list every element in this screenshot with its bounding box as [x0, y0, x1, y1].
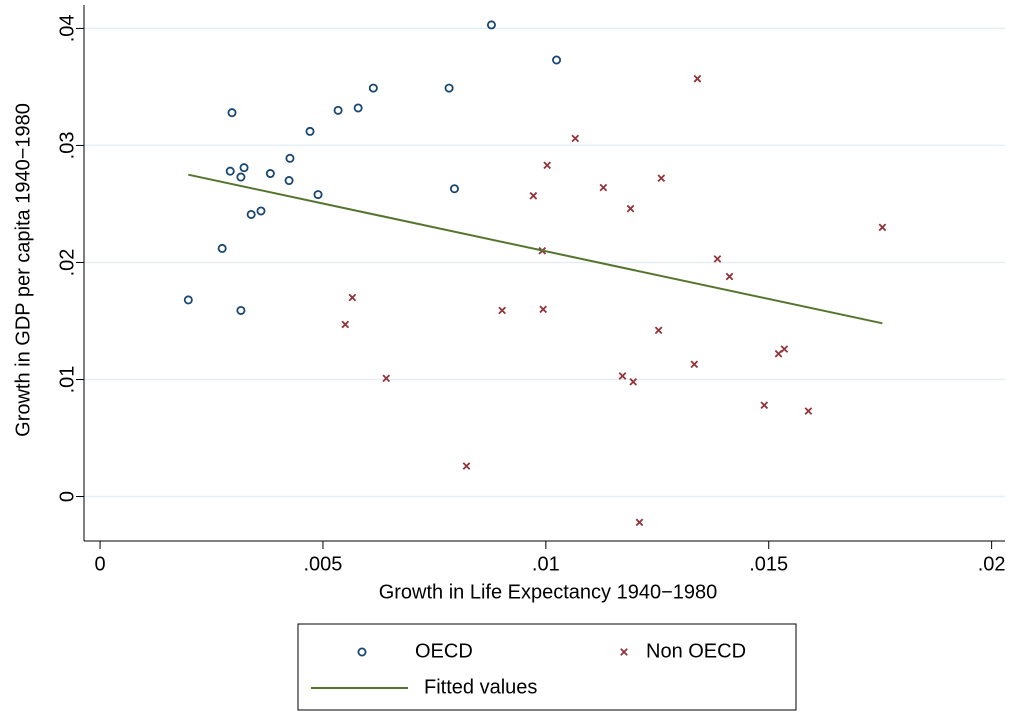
legend-marker	[620, 648, 628, 656]
point	[804, 407, 813, 415]
point	[256, 206, 266, 216]
point	[183, 295, 193, 305]
point	[654, 326, 663, 335]
point	[236, 305, 246, 315]
y-tick-label: .02	[56, 249, 78, 277]
x-axis-title: Growth in Life Expectancy 1940−1980	[379, 581, 718, 603]
point	[713, 255, 722, 263]
x-tick-label: .01	[532, 553, 560, 575]
point	[227, 108, 237, 118]
point	[341, 320, 350, 329]
point	[236, 172, 246, 182]
point	[657, 174, 666, 183]
y-tick-label: .01	[56, 366, 78, 394]
point	[635, 518, 644, 527]
point	[333, 105, 343, 115]
point	[462, 462, 471, 470]
legend-label: Fitted values	[424, 676, 537, 698]
legend-marker	[357, 647, 367, 657]
point	[368, 83, 378, 93]
point	[353, 103, 363, 113]
point	[449, 184, 459, 194]
x-tick-label: .015	[749, 553, 788, 575]
point	[284, 176, 294, 186]
point	[217, 243, 227, 253]
point	[246, 209, 256, 219]
point	[444, 83, 454, 93]
point	[878, 223, 887, 232]
point	[539, 305, 547, 314]
point	[780, 345, 789, 353]
point	[486, 20, 496, 30]
point	[626, 204, 635, 213]
point	[543, 161, 552, 170]
point	[285, 153, 295, 163]
point	[599, 183, 608, 192]
legend-box	[297, 623, 797, 711]
x-tick-label: .02	[978, 553, 1006, 575]
y-tick-label: .03	[56, 132, 78, 160]
fit-line	[188, 173, 883, 325]
point	[552, 55, 562, 65]
point	[498, 306, 506, 315]
point	[382, 374, 391, 383]
point	[529, 191, 538, 200]
legend-label: OECD	[415, 640, 473, 662]
legend: OECD Non OECD Fitted values	[297, 623, 797, 711]
point	[571, 134, 580, 143]
point	[760, 401, 769, 410]
y-tick-label: .04	[56, 14, 78, 42]
point	[348, 293, 357, 302]
point	[305, 126, 315, 136]
x-tick-label: .005	[303, 553, 342, 575]
point	[725, 272, 734, 281]
point	[313, 190, 323, 200]
y-axis-title: Growth in GDP per capita 1940−1980	[12, 103, 34, 437]
point	[690, 360, 699, 369]
point	[618, 372, 627, 380]
point	[693, 74, 702, 83]
y-tick-label: 0	[56, 491, 78, 502]
point	[629, 378, 638, 386]
legend-label: Non OECD	[646, 640, 746, 662]
point	[239, 163, 249, 173]
point	[265, 169, 275, 179]
x-tick-label: 0	[94, 553, 105, 575]
point	[225, 166, 235, 176]
